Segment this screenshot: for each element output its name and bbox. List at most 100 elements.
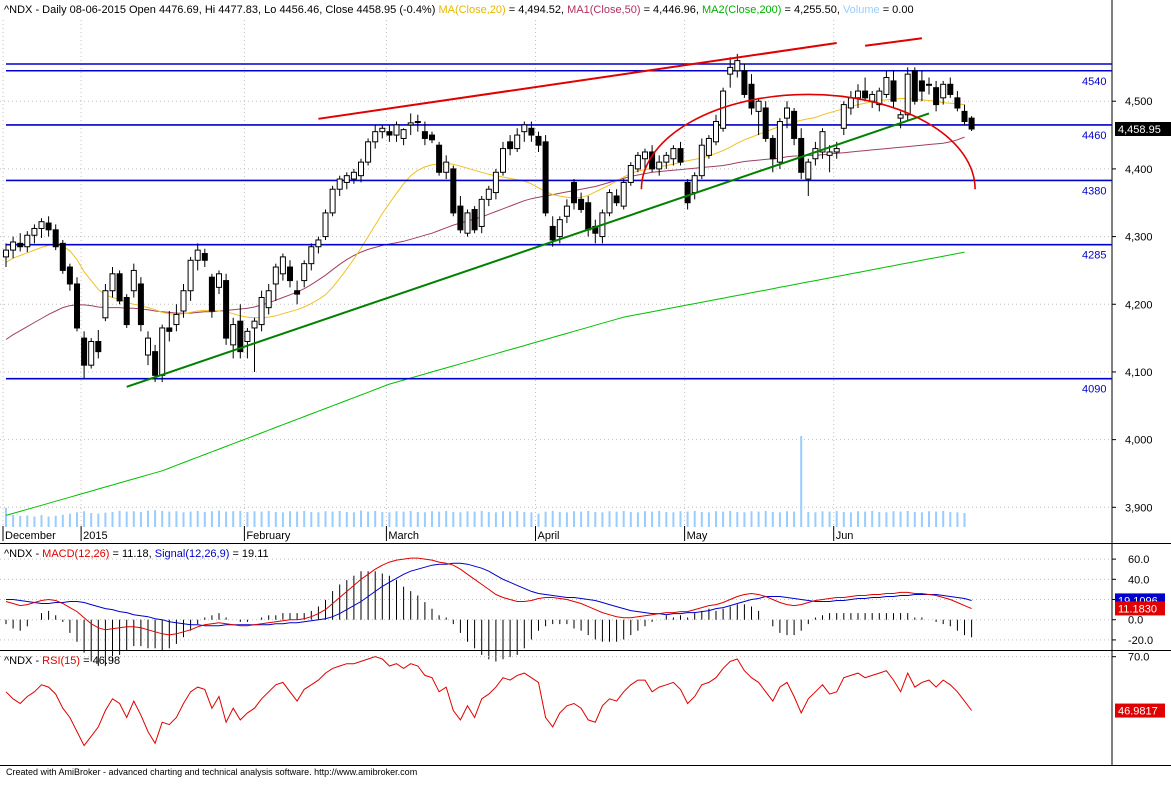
candle-up [336, 178, 343, 190]
volume-bar [296, 511, 299, 527]
volume-bar [935, 511, 938, 527]
volume-bar [771, 511, 774, 527]
candle-up [847, 97, 854, 109]
volume-bar [608, 511, 611, 527]
volume-bar [111, 511, 114, 527]
candle-down [769, 137, 776, 160]
volume-bar [814, 512, 817, 527]
candle-up [251, 320, 258, 329]
volume-bar [871, 510, 874, 527]
volume-bar [310, 511, 313, 527]
macd-part: MACD(12,26) [42, 548, 109, 560]
candle-up [776, 121, 783, 163]
candle-down [961, 110, 968, 123]
candle-up [784, 107, 790, 119]
volume-bar [800, 436, 803, 527]
candle-up [521, 124, 528, 133]
volume-bar [537, 513, 540, 527]
volume-bar [494, 512, 497, 527]
volume-bar [963, 513, 966, 527]
volume-bar [849, 512, 852, 527]
volume-bar [90, 513, 93, 527]
candle-up [343, 175, 350, 183]
price-tick-label: 3,900 [1125, 502, 1153, 514]
volume-bar [544, 511, 547, 527]
candle-down [52, 229, 59, 248]
candle-down [116, 273, 123, 302]
volume-bar [587, 510, 590, 527]
volume-bar [409, 510, 412, 527]
level-label: 4460 [1082, 130, 1106, 142]
candle-up [3, 249, 9, 258]
candle-up [130, 269, 137, 292]
volume-bar [949, 511, 952, 527]
month-label: Jun [836, 530, 854, 542]
trendline-resistance [318, 42, 837, 120]
price-tick-label: 4,400 [1125, 164, 1153, 176]
trendline-resistance-upper [864, 37, 923, 47]
macd-part: = 11.18, [109, 548, 154, 560]
candle-up [279, 256, 286, 275]
volume-bar [722, 511, 725, 527]
volume-bar [644, 511, 646, 527]
volume-bar [530, 512, 533, 527]
ma20-line [5, 98, 965, 319]
macd-line [5, 557, 972, 636]
macd-tick-label: -20.0 [1128, 635, 1153, 647]
candle-down [890, 80, 897, 102]
month-label: March [388, 530, 419, 542]
candle-down [968, 117, 975, 130]
candle-up [642, 151, 648, 160]
candle-down [947, 83, 954, 95]
candle-up [876, 90, 883, 106]
candle-down [954, 97, 961, 109]
volume-bar [196, 510, 199, 527]
candle-down [535, 135, 542, 146]
volume-bar [622, 510, 625, 527]
volume-bar [61, 514, 64, 527]
candle-up [485, 188, 492, 200]
volume-bar [807, 511, 810, 527]
rounding-top-arc [640, 93, 976, 190]
volume-bar [942, 510, 945, 527]
volume-bar [885, 512, 888, 527]
candle-up [670, 148, 677, 160]
candle-up [805, 161, 812, 180]
candle-down [208, 276, 215, 312]
candle-down [81, 337, 88, 366]
volume-bar [97, 513, 100, 527]
rsi-header: ^NDX - RSI(15) = 46.98 [4, 655, 120, 667]
macd-part: Signal(12,26,9) [155, 548, 230, 560]
price-tick-label: 4,000 [1125, 435, 1153, 447]
rsi-part: = 46.98 [80, 655, 120, 667]
candle-up [627, 165, 634, 183]
candle-down [862, 90, 869, 99]
candle-up [265, 290, 272, 309]
candle-up [88, 340, 95, 366]
macd-tick-label: 40.0 [1128, 574, 1149, 586]
month-label: April [538, 530, 560, 542]
candle-down [549, 225, 556, 241]
level-label: 4540 [1082, 76, 1106, 88]
rsi-line [5, 656, 972, 747]
volume-bar [715, 511, 717, 527]
volume-bar [565, 512, 568, 527]
candle-down [457, 205, 464, 231]
macd-part: ^NDX - [4, 548, 42, 560]
candle-down [59, 242, 66, 271]
last-close-box [1115, 122, 1171, 137]
volume-bar [104, 512, 107, 527]
volume-bar [473, 511, 476, 527]
rsi-part: ^NDX - [4, 655, 42, 667]
candle-up [407, 122, 414, 126]
volume-bar [338, 510, 341, 527]
candle-up [145, 337, 151, 356]
rsi-tick-label: 70.0 [1128, 652, 1149, 664]
candle-up [940, 83, 947, 99]
volume-bar [551, 510, 554, 527]
price-tick-label: 4,200 [1125, 299, 1153, 311]
volume-bar [573, 511, 575, 527]
candle-up [705, 137, 712, 156]
